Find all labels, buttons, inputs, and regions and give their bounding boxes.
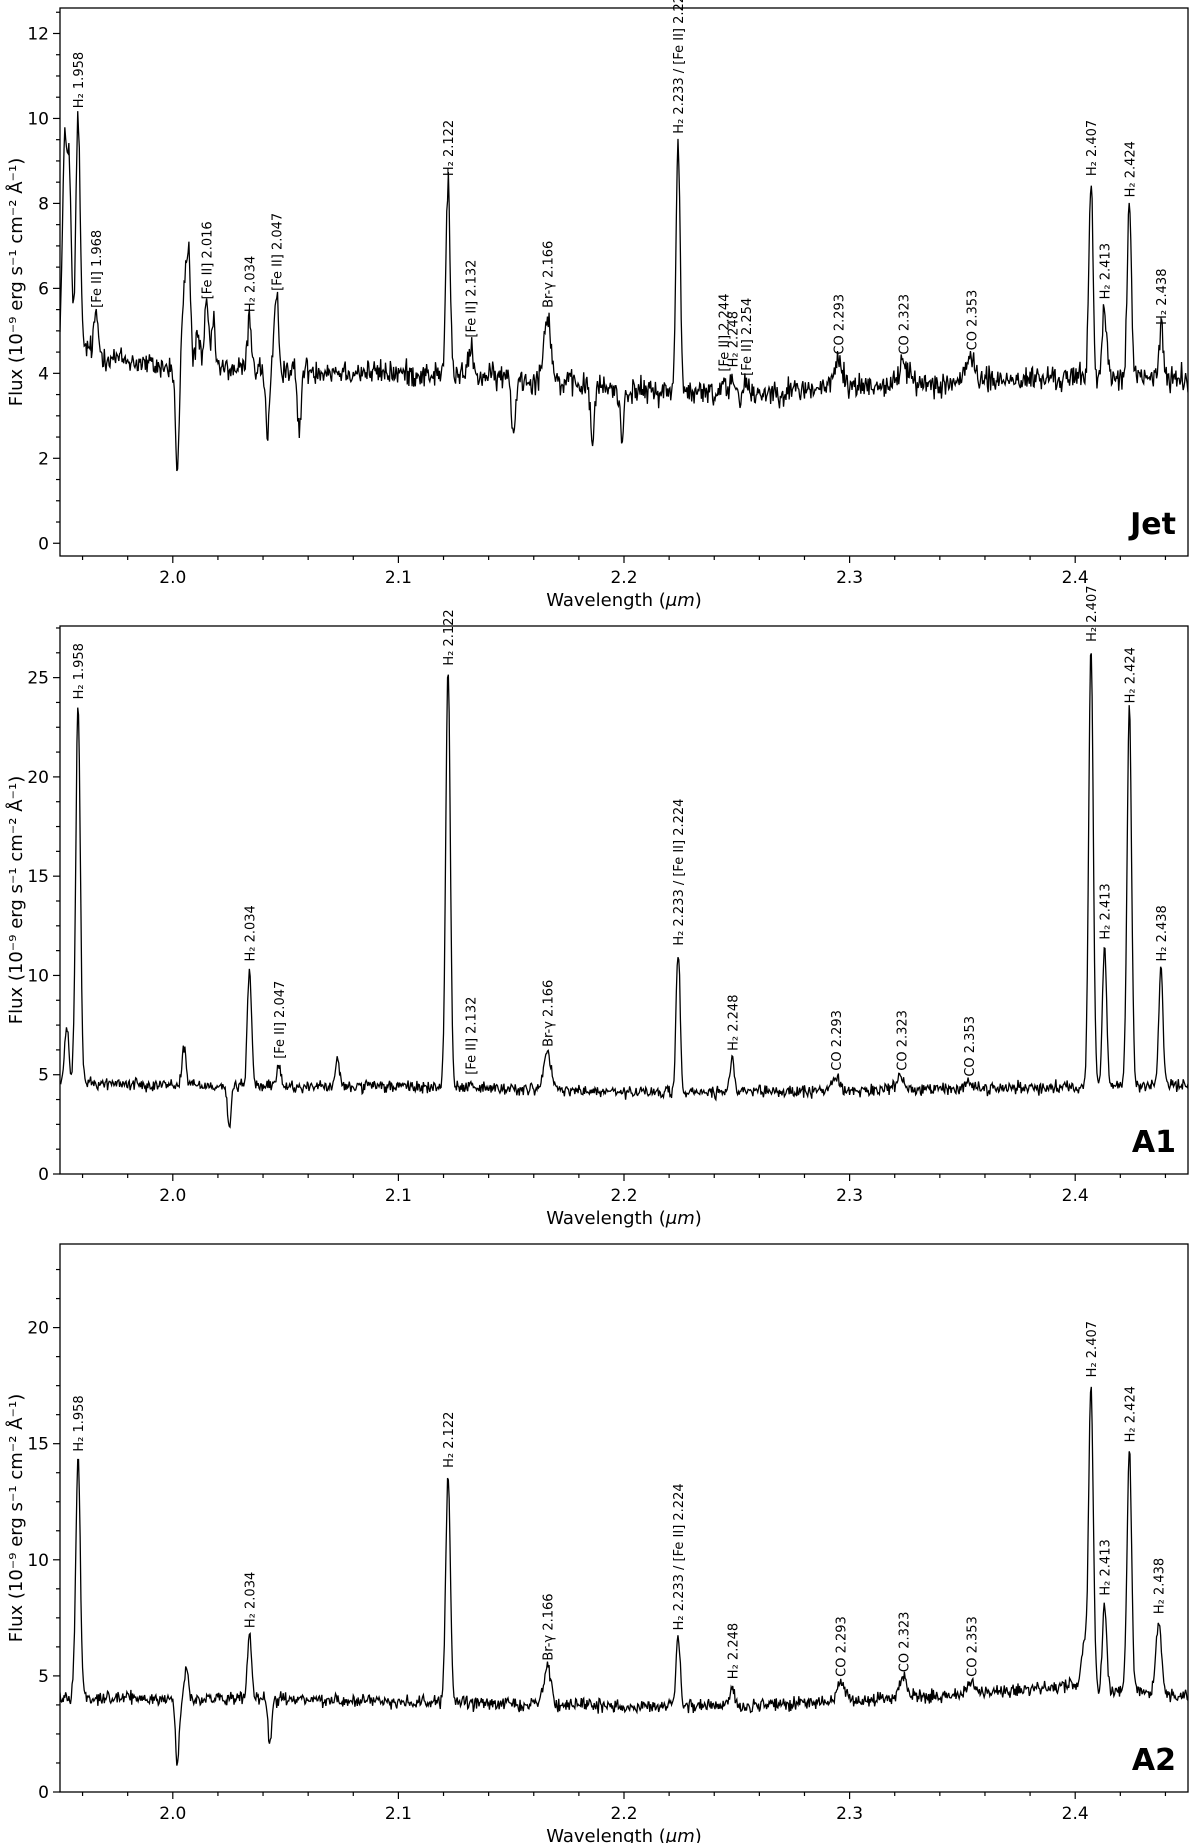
x-tick-label: 2.2 [610, 568, 637, 588]
line-label: H₂ 2.122 [442, 1412, 457, 1468]
x-axis-title: Wavelength (μm) [546, 1826, 702, 1843]
y-tick-label: 4 [38, 364, 49, 384]
line-label: CO 2.323 [895, 1010, 910, 1071]
line-label: H₂ 2.233 / [Fe II] 2.224 [672, 0, 687, 134]
x-axis-title: Wavelength (μm) [546, 590, 702, 611]
panel-label: A1 [1132, 1125, 1176, 1160]
y-axis-title: Flux (10⁻⁹ erg s⁻¹ cm⁻² Å⁻¹) [5, 776, 27, 1025]
line-label: H₂ 2.248 [726, 1623, 741, 1679]
line-label: H₂ 2.438 [1153, 1558, 1168, 1614]
line-label: H₂ 2.424 [1123, 1386, 1138, 1442]
line-label: Br-γ 2.166 [541, 980, 556, 1047]
line-label: H₂ 2.233 / [Fe II] 2.224 [672, 1483, 687, 1630]
line-label: CO 2.323 [898, 294, 913, 355]
line-label: H₂ 2.248 [726, 995, 741, 1051]
line-label: Br-γ 2.166 [541, 1593, 556, 1660]
line-label: H₂ 1.958 [72, 52, 87, 108]
x-tick-label: 2.0 [159, 1186, 186, 1206]
y-tick-label: 10 [27, 1551, 49, 1571]
y-tick-label: 5 [38, 1667, 49, 1687]
y-tick-label: 15 [27, 867, 49, 887]
line-label: H₂ 2.413 [1099, 883, 1114, 939]
panel-label: A2 [1132, 1743, 1176, 1778]
line-label: H₂ 2.034 [244, 256, 259, 312]
y-tick-label: 25 [27, 669, 49, 689]
line-label: Br-γ 2.166 [541, 241, 556, 308]
line-label: H₂ 2.248 [726, 311, 741, 367]
x-tick-label: 2.3 [836, 1804, 863, 1824]
panel-2: 2.0 2.1 2.2 2.3 2.4 0 5 10 15 20 Wavelength (μm) Fl… [5, 1243, 1189, 1843]
line-label: CO 2.293 [832, 294, 847, 355]
line-label: H₂ 2.413 [1099, 1539, 1114, 1595]
y-tick-label: 8 [38, 194, 49, 214]
x-tick-label: 2.1 [385, 1804, 412, 1824]
x-tick-label: 2.4 [1062, 1804, 1089, 1824]
y-tick-label: 2 [38, 449, 49, 469]
spectrum-line [60, 1386, 1188, 1766]
line-label: H₂ 1.958 [72, 643, 87, 699]
y-tick-label: 6 [38, 279, 49, 299]
line-label: H₂ 2.424 [1123, 647, 1138, 703]
line-label: H₂ 2.122 [442, 120, 457, 176]
y-tick-label: 0 [38, 1783, 49, 1803]
panel-1: 2.0 2.1 2.2 2.3 2.4 0 5 10 15 20 25 Wavelength (μm)… [5, 585, 1189, 1229]
y-tick-label: 10 [27, 109, 49, 129]
line-label: [Fe II] 2.244 [717, 294, 732, 372]
panel-0: 2.0 2.1 2.2 2.3 2.4 0 2 4 6 8 10 12 Wavelength (μm) F… [5, 0, 1189, 611]
spectrum-line [60, 111, 1188, 472]
x-tick-label: 2.1 [385, 568, 412, 588]
x-tick-label: 2.3 [836, 1186, 863, 1206]
y-tick-label: 12 [27, 24, 49, 44]
line-label: [Fe II] 2.047 [271, 213, 286, 291]
y-tick-label: 5 [38, 1066, 49, 1086]
y-axis-title: Flux (10⁻⁹ erg s⁻¹ cm⁻² Å⁻¹) [5, 1394, 27, 1643]
x-axis-title: Wavelength (μm) [546, 1208, 702, 1229]
line-label: [Fe II] 2.047 [273, 981, 288, 1059]
y-tick-label: 20 [27, 1319, 49, 1339]
line-label: CO 2.323 [898, 1612, 913, 1673]
line-label: CO 2.353 [963, 1016, 978, 1077]
spectrum-line [60, 653, 1188, 1129]
y-tick-label: 0 [38, 534, 49, 554]
x-tick-label: 2.3 [836, 568, 863, 588]
line-label: [Fe II] 2.016 [201, 221, 216, 299]
line-label: [Fe II] 2.254 [740, 298, 755, 376]
line-label: [Fe II] 2.132 [465, 260, 480, 338]
line-label: [Fe II] 1.968 [90, 230, 105, 308]
panel-label: Jet [1128, 507, 1176, 542]
line-label: CO 2.293 [835, 1616, 850, 1677]
line-label: H₂ 2.407 [1085, 120, 1100, 176]
plot-frame [59, 625, 1189, 1175]
line-label: H₂ 2.122 [442, 609, 457, 665]
line-label: H₂ 2.034 [244, 905, 259, 961]
line-label: H₂ 2.438 [1155, 905, 1170, 961]
y-tick-label: 0 [38, 1165, 49, 1185]
line-label: H₂ 2.424 [1123, 141, 1138, 197]
x-tick-label: 2.4 [1062, 568, 1089, 588]
x-tick-label: 2.0 [159, 568, 186, 588]
x-tick-label: 2.2 [610, 1186, 637, 1206]
y-tick-label: 15 [27, 1435, 49, 1455]
y-tick-label: 10 [27, 966, 49, 986]
y-axis-title: Flux (10⁻⁹ erg s⁻¹ cm⁻² Å⁻¹) [5, 158, 27, 407]
line-label: H₂ 2.413 [1099, 243, 1114, 299]
line-label: H₂ 1.958 [72, 1395, 87, 1451]
x-tick-label: 2.2 [610, 1804, 637, 1824]
line-label: CO 2.293 [830, 1010, 845, 1071]
x-tick-label: 2.1 [385, 1186, 412, 1206]
y-tick-label: 20 [27, 768, 49, 788]
x-tick-label: 2.4 [1062, 1186, 1089, 1206]
line-label: H₂ 2.233 / [Fe II] 2.224 [672, 799, 687, 946]
line-label: CO 2.353 [965, 290, 980, 351]
line-label: H₂ 2.034 [244, 1572, 259, 1628]
line-label: H₂ 2.438 [1155, 269, 1170, 325]
line-label: [Fe II] 2.132 [465, 997, 480, 1075]
line-label: H₂ 2.407 [1085, 585, 1100, 641]
x-tick-label: 2.0 [159, 1804, 186, 1824]
plot-frame [59, 7, 1189, 557]
line-label: CO 2.353 [965, 1616, 980, 1677]
line-label: H₂ 2.407 [1085, 1321, 1100, 1377]
